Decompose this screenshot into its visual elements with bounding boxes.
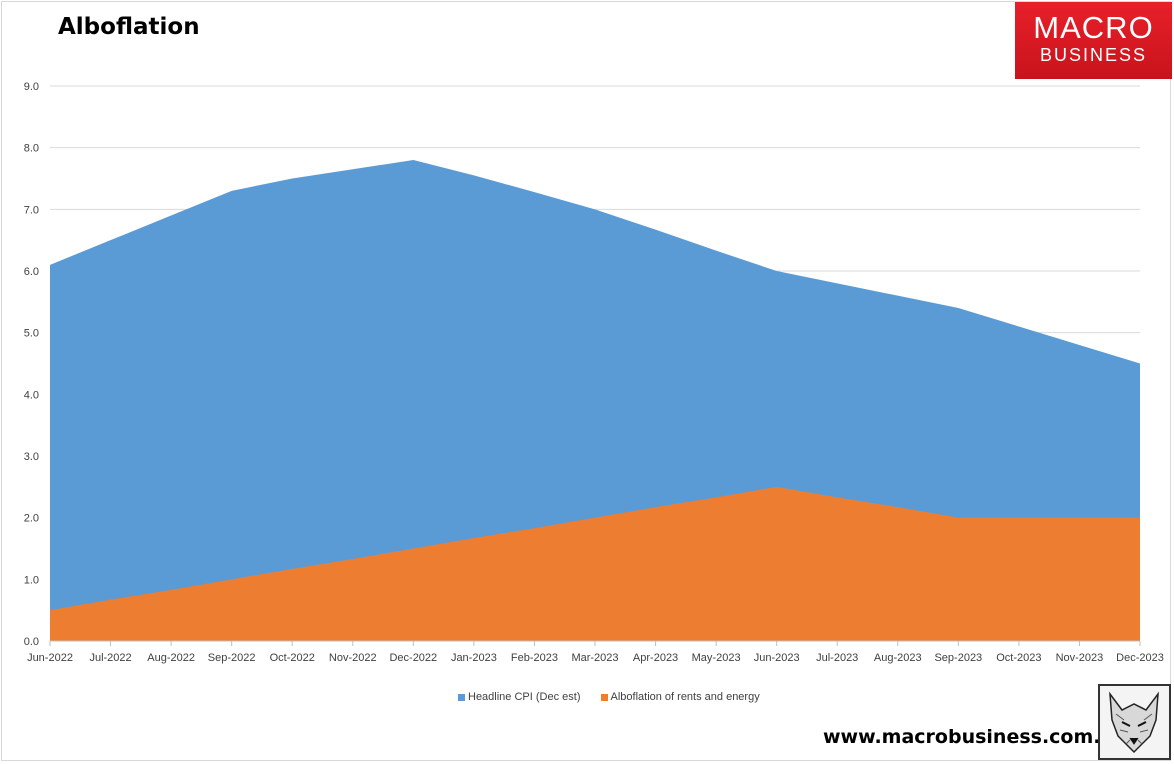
x-tick-label: Dec-2023 — [1116, 652, 1164, 664]
macrobusiness-logo: MACRO BUSINESS — [1015, 2, 1172, 79]
x-tick-label: Feb-2023 — [511, 652, 558, 664]
x-tick-label: Jul-2022 — [89, 652, 131, 664]
x-tick-label: Oct-2023 — [996, 652, 1041, 664]
legend-item-headline-cpi: Headline CPI (Dec est) — [458, 691, 581, 703]
x-tick-label: Apr-2023 — [633, 652, 678, 664]
y-tick-label: 0.0 — [24, 636, 39, 648]
axes: 0.0 1.0 2.0 3.0 4.0 5.0 6.0 7.0 8.0 9.0 Jun-2022 Ju… — [24, 81, 1164, 664]
legend: Headline CPI (Dec est) Alboflation of re… — [458, 691, 780, 703]
y-tick-label: 4.0 — [24, 389, 39, 401]
logo-line-2: BUSINESS — [1039, 45, 1148, 65]
x-tick-label: Jul-2023 — [816, 652, 858, 664]
y-tick-label: 8.0 — [24, 143, 39, 155]
chart-title: Alboflation — [58, 14, 200, 40]
legend-swatch-alboflation — [600, 693, 608, 701]
x-tick-label: Nov-2022 — [329, 652, 377, 664]
y-tick-label: 6.0 — [24, 266, 39, 278]
x-tick-label: Jun-2023 — [754, 652, 800, 664]
x-tick-label: Jun-2022 — [27, 652, 73, 664]
y-tick-label: 3.0 — [24, 451, 39, 463]
wolf-head-icon — [1098, 684, 1171, 760]
y-tick-label: 1.0 — [24, 574, 39, 586]
x-tick-label: Dec-2022 — [389, 652, 437, 664]
y-tick-label: 9.0 — [24, 81, 39, 93]
area-series-1 — [50, 486, 1140, 641]
legend-swatch-headline-cpi — [458, 693, 465, 701]
x-tick-label: Nov-2023 — [1056, 652, 1104, 664]
y-tick-label: 7.0 — [24, 204, 39, 216]
y-tick-label: 2.0 — [24, 513, 39, 525]
x-tick-label: Jan-2023 — [451, 652, 497, 664]
x-tick-label: May-2023 — [692, 652, 741, 664]
legend-item-alboflation: Alboflation of rents and energy — [600, 691, 760, 703]
x-tick-label: Aug-2023 — [874, 652, 922, 664]
area-series — [50, 160, 1140, 641]
x-tick-label: Mar-2023 — [571, 652, 618, 664]
x-tick-label: Sep-2023 — [934, 652, 982, 664]
legend-label-headline-cpi: Headline CPI (Dec est) — [468, 691, 581, 703]
x-tick-label: Sep-2022 — [208, 652, 256, 664]
logo-line-1: MACRO — [1033, 10, 1154, 45]
x-tick-label: Aug-2022 — [147, 652, 195, 664]
legend-label-alboflation: Alboflation of rents and energy — [610, 691, 760, 703]
y-tick-label: 5.0 — [24, 328, 39, 340]
x-tick-label: Oct-2022 — [270, 652, 315, 664]
website-url: www.macrobusiness.com.au — [823, 726, 1127, 748]
